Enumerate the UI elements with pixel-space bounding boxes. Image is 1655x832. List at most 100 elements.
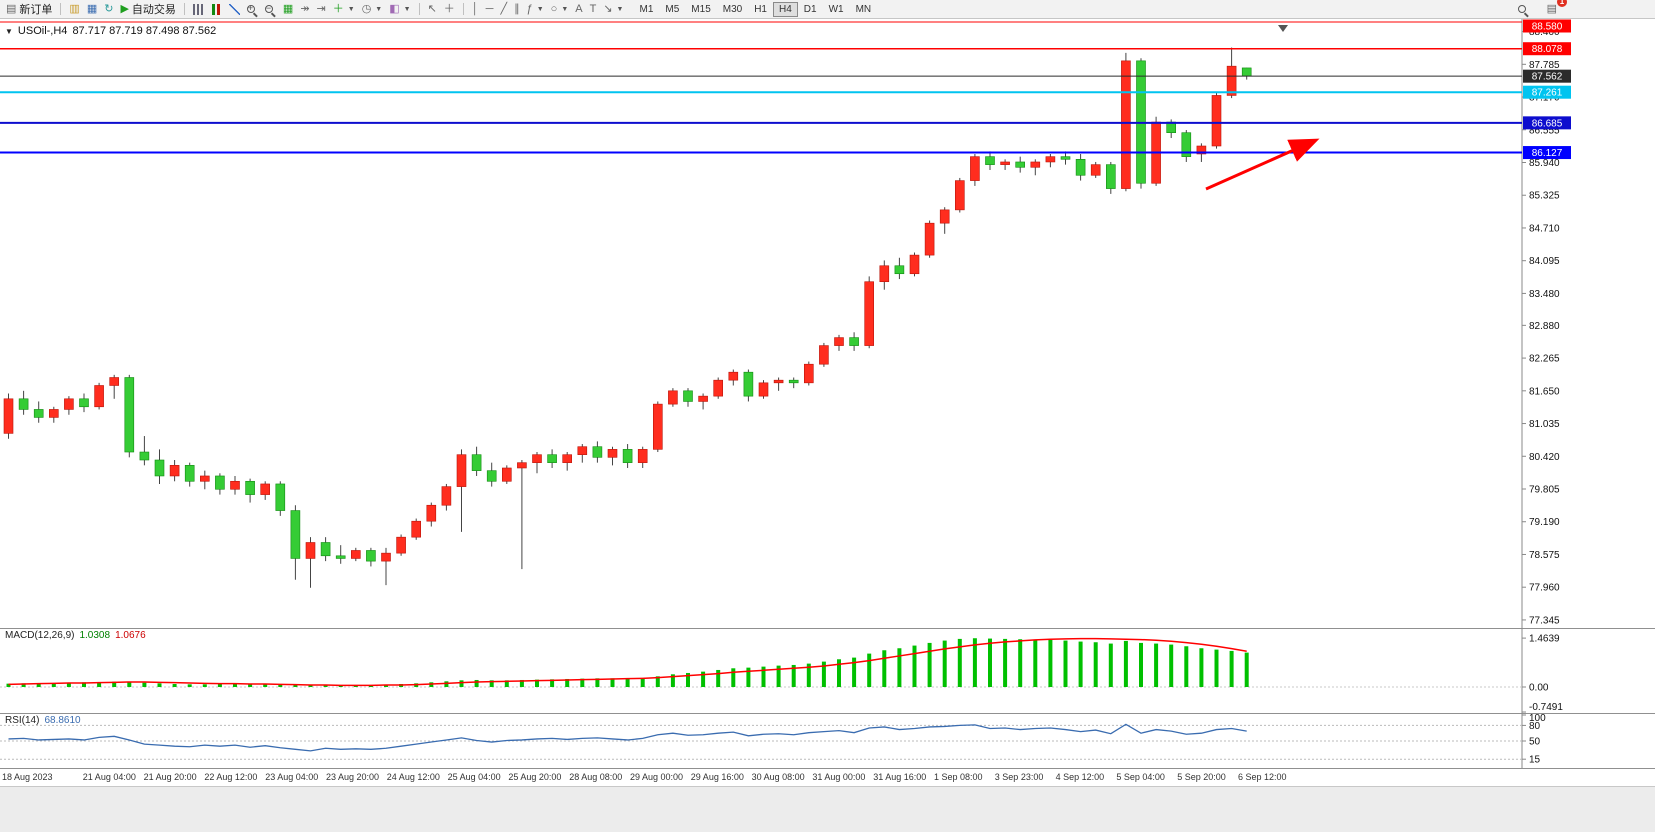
timeframe-button-d1[interactable]: D1 xyxy=(803,3,817,15)
time-axis-label: 21 Aug 20:00 xyxy=(143,772,197,782)
svg-text:85.325: 85.325 xyxy=(1529,191,1560,202)
notifications-button[interactable]: ▤ 1 xyxy=(1544,0,1567,17)
timeframe-button-m1[interactable]: M1 xyxy=(639,3,654,15)
svg-text:79.805: 79.805 xyxy=(1529,485,1560,496)
line-chart-mode-button[interactable] xyxy=(226,1,243,17)
vertical-line-icon: │ xyxy=(471,2,479,15)
text-tool-button[interactable]: A xyxy=(572,1,585,17)
label-tool-button[interactable]: T xyxy=(587,1,600,17)
candlestick-mode-button[interactable] xyxy=(208,1,225,17)
time-axis-label: 21 Aug 04:00 xyxy=(82,772,136,782)
rsi-panel: 100 80 50 15 RSI(14) 68.8610 xyxy=(0,713,1655,768)
macd-panel: 1.4639 0.00 -0.7491 MACD(12,26,9) 1.0308 1… xyxy=(0,628,1655,713)
svg-text:86.127: 86.127 xyxy=(1532,148,1563,159)
time-axis-label: 23 Aug 04:00 xyxy=(265,772,319,782)
arrow-tools-button[interactable]: ↘ ▼ xyxy=(600,1,626,17)
timeframe-button-mn[interactable]: MN xyxy=(855,3,872,15)
price-level-badge xyxy=(1523,146,1571,160)
auto-scroll-icon: ↠ xyxy=(300,2,310,15)
new-order-icon: ▤ xyxy=(6,2,17,15)
chevron-down-icon: ▼ xyxy=(616,5,624,13)
auto-scroll-button[interactable]: ↠ xyxy=(297,1,312,17)
svg-text:80.420: 80.420 xyxy=(1529,452,1560,463)
price-level-badge xyxy=(1523,42,1571,56)
macd-chart[interactable]: 1.4639 0.00 -0.7491 xyxy=(0,628,1655,713)
svg-text:81.035: 81.035 xyxy=(1529,419,1560,430)
svg-text:87.562: 87.562 xyxy=(1532,72,1563,83)
chevron-down-icon: ▼ xyxy=(403,5,411,13)
auto-trading-button[interactable]: ▶ 自动交易 xyxy=(117,1,178,17)
time-axis-label: 31 Aug 16:00 xyxy=(873,772,927,782)
timeframe-button-w1[interactable]: W1 xyxy=(828,3,844,15)
rsi-label: RSI(14) 68.8610 xyxy=(5,715,81,726)
trendline-tool-button[interactable]: ╱ xyxy=(497,1,510,17)
candlestick-chart[interactable]: 88.40087.78587.17086.55585.94085.32584.7… xyxy=(0,19,1655,628)
zoom-out-button[interactable] xyxy=(262,1,279,17)
crosshair-icon: ＋ xyxy=(443,2,455,15)
shapes-icon: ○ xyxy=(550,2,558,15)
market-watch-button[interactable]: ▥ xyxy=(66,1,82,17)
svg-text:77.960: 77.960 xyxy=(1529,583,1560,594)
time-axis[interactable]: 18 Aug 2023 21 Aug 04:00 21 Aug 20:00 22 Au… xyxy=(0,768,1655,786)
svg-text:88.400: 88.400 xyxy=(1529,27,1560,38)
bar-chart-mode-button[interactable] xyxy=(190,1,207,17)
toolbar-separator xyxy=(183,3,185,15)
ohlc-values: 87.717 87.719 87.498 87.562 xyxy=(72,25,217,37)
svg-text:87.261: 87.261 xyxy=(1532,88,1563,99)
channel-tool-button[interactable]: ∥ xyxy=(511,1,523,17)
macd-signal-value: 1.0676 xyxy=(115,630,146,641)
data-window-button[interactable]: ▦ xyxy=(84,1,100,17)
macd-main-value: 1.0308 xyxy=(79,630,111,641)
data-window-icon: ▦ xyxy=(86,2,98,15)
timeframe-button-m30[interactable]: M30 xyxy=(722,3,743,15)
candles-group xyxy=(3,47,1252,588)
svg-text:82.880: 82.880 xyxy=(1529,321,1560,332)
time-axis-label: 24 Aug 12:00 xyxy=(386,772,440,782)
tile-windows-icon: ▦ xyxy=(282,2,294,15)
vertical-line-tool-button[interactable]: │ xyxy=(469,1,482,17)
timeframe-button-m5[interactable]: M5 xyxy=(665,3,680,15)
fibonacci-tool-button[interactable]: ƒ ▼ xyxy=(524,1,547,17)
one-click-trading-toggle[interactable]: ▼ xyxy=(5,26,13,36)
time-axis-label: 18 Aug 2023 xyxy=(2,772,53,782)
timeframe-button-h1[interactable]: H1 xyxy=(754,3,767,15)
chevron-down-icon: ▼ xyxy=(561,5,569,13)
new-order-button[interactable]: ▤ 新订单 xyxy=(3,1,55,17)
svg-text:-0.7491: -0.7491 xyxy=(1529,702,1563,713)
main-chart-panel: 88.40087.78587.17086.55585.94085.32584.7… xyxy=(0,19,1655,628)
palette-icon: ◧ xyxy=(389,2,400,15)
crosshair-tool-button[interactable]: ＋ xyxy=(441,1,458,17)
zoom-in-button[interactable] xyxy=(244,1,261,17)
arrow-tool-icon: ↘ xyxy=(603,2,613,15)
svg-text:50: 50 xyxy=(1529,737,1541,748)
indicators-button[interactable]: ＋ ▼ xyxy=(330,1,358,17)
cursor-icon: ↖ xyxy=(427,2,437,15)
chart-shift-button[interactable]: ⇥ xyxy=(314,1,329,17)
chart-shift-marker[interactable] xyxy=(1278,25,1288,32)
macd-signal-line xyxy=(8,637,1247,687)
channel-icon: ∥ xyxy=(514,2,520,15)
notification-badge: 1 xyxy=(1557,0,1567,7)
refresh-button[interactable]: ↻ xyxy=(101,1,116,17)
shapes-tool-button[interactable]: ○ ▼ xyxy=(548,1,572,17)
periods-button[interactable]: ◷ ▼ xyxy=(359,1,386,17)
macd-indicator-name: MACD(12,26,9) xyxy=(5,630,75,641)
timeframe-button-h4[interactable]: H4 xyxy=(773,1,798,17)
search-button[interactable] xyxy=(1515,1,1532,17)
rsi-line xyxy=(8,723,1247,752)
horizontal-line-tool-button[interactable]: ─ xyxy=(483,1,497,17)
template-button[interactable]: ◧ ▼ xyxy=(386,1,413,17)
time-axis-label: 28 Aug 08:00 xyxy=(569,772,623,782)
symbol-period-label: USOil-,H4 xyxy=(17,25,68,37)
toolbar: ▤ 新订单 ▥ ▦ ↻ ▶ 自动交易 ▦ ↠ ⇥ ＋▼ ◷▼ ◧▼ ↖ ＋ │ … xyxy=(0,0,1655,19)
text-icon: A xyxy=(575,2,583,15)
timeframe-button-m15[interactable]: M15 xyxy=(691,3,711,15)
bar-chart-icon xyxy=(192,3,204,15)
trend-arrow-annotation[interactable] xyxy=(1205,138,1320,191)
cursor-tool-button[interactable]: ↖ xyxy=(425,1,440,17)
horizontal-line-icon: ─ xyxy=(485,2,494,15)
price-level-badge xyxy=(1523,69,1571,83)
tile-windows-button[interactable]: ▦ xyxy=(280,1,296,17)
